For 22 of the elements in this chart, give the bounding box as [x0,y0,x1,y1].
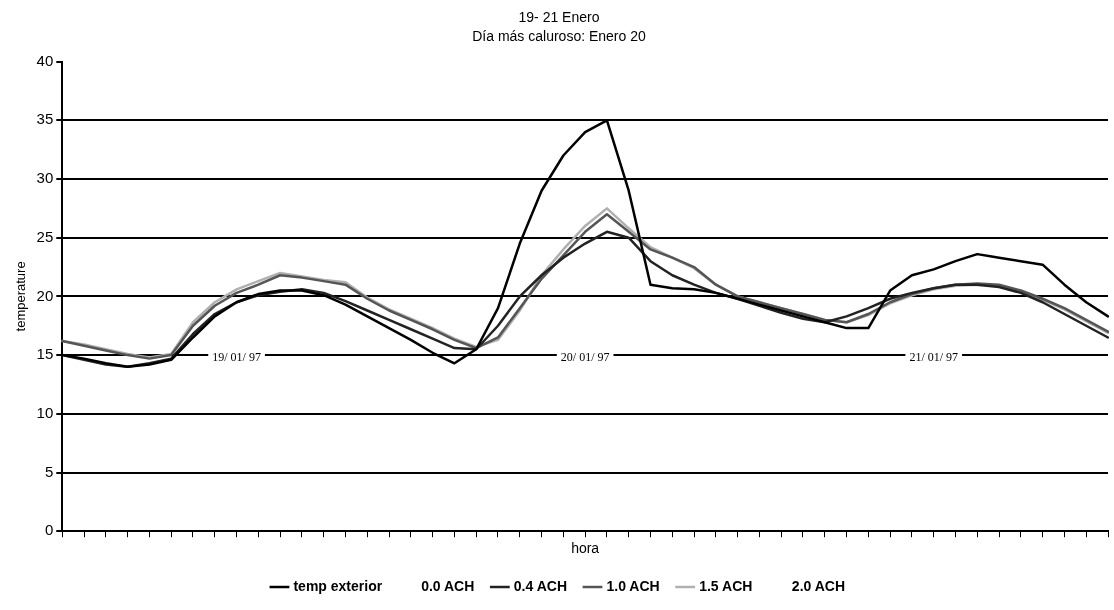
y-tick-label: 0 [44,521,54,539]
text: 2.0 ACH [791,577,846,594]
annotation: 19/ 01/ 97 [212,349,261,364]
y-tick-label: 25 [36,227,54,245]
legend-label: 1.5 ACH [699,577,753,594]
text: 0.0 ACH [421,577,475,594]
y-tick-label: 40 [36,51,54,69]
y-tick-label: 30 [36,169,54,187]
x-axis-title: hora [571,540,600,557]
y-tick-label: 15 [36,345,54,363]
y-axis-title: temperature [13,261,29,332]
legend-label: 1.0 ACH [606,577,660,594]
annotation: 21/ 01/ 97 [909,349,959,364]
legend-label: 0.4 ACH [513,577,567,594]
y-tick-label: 35 [36,110,54,128]
chart-title: 19- 21 Enero [518,9,600,26]
chart-subtitle: Día más caluroso: Enero 20 [472,28,646,45]
y-tick-label: 10 [36,403,54,421]
annotation: 20/ 01/ 97 [560,349,610,364]
legend-label: temp exterior [293,577,383,594]
y-tick-label: 5 [44,462,54,480]
y-tick-label: 20 [36,286,54,304]
